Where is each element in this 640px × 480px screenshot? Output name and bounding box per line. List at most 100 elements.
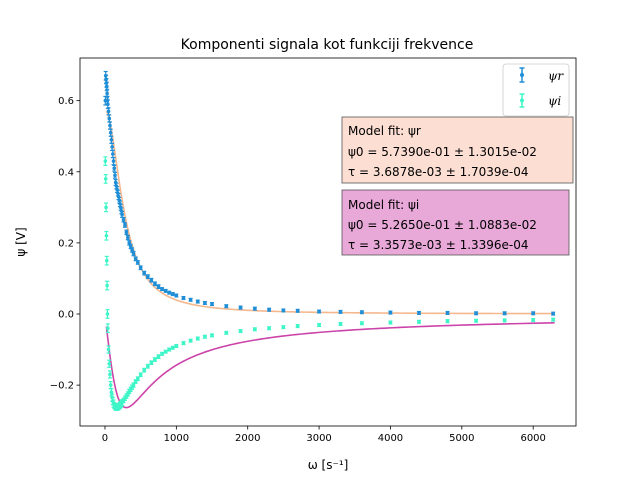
psi-i-point	[105, 309, 110, 319]
psi-r-point	[110, 149, 115, 159]
annotation-fit-r-line-3: τ = 3.6878e-03 ± 1.7039e-04	[348, 165, 529, 179]
x-tick-label: 2000	[235, 433, 260, 444]
psi-r-point	[135, 260, 140, 265]
psi-i-point	[531, 318, 536, 323]
psi-i-point	[188, 338, 193, 343]
legend-label-psi-i: ψi	[548, 94, 561, 108]
psi-i-point	[156, 354, 161, 360]
psi-i-point	[181, 341, 186, 346]
x-tick-label: 3000	[306, 433, 331, 444]
psi-r-point	[149, 277, 154, 283]
psi-i-point	[416, 319, 421, 324]
psi-r-point	[111, 156, 116, 166]
legend: ψr ψi	[502, 63, 570, 117]
psi-i-point	[138, 372, 143, 378]
psi-i-point	[142, 367, 147, 373]
psi-i-point	[108, 380, 113, 390]
psi-i-point	[107, 370, 112, 379]
x-axis-ticks: 0 1000 2000 3000 4000 5000 6000	[102, 426, 546, 444]
psi-i-point	[252, 327, 257, 332]
psi-r-point	[142, 270, 147, 276]
psi-i-point	[104, 255, 109, 266]
psi-r-point	[125, 234, 130, 241]
psi-r-point	[210, 302, 215, 307]
psi-i-point	[474, 318, 479, 323]
fit-curve-imag	[105, 322, 555, 409]
psi-r-point	[174, 293, 179, 298]
psi-i-point	[106, 345, 111, 354]
y-tick-label: 0.0	[58, 310, 74, 321]
psi-r-point	[281, 308, 286, 313]
psi-r-point	[531, 311, 536, 316]
psi-r-point	[502, 311, 507, 316]
annotation-fit-i-line-2: ψ0 = 5.2650e-01 ± 1.0883e-02	[348, 218, 537, 232]
psi-r-point	[224, 304, 229, 309]
psi-r-point	[181, 295, 186, 301]
psi-r-point	[156, 284, 161, 289]
psi-i-point	[170, 345, 175, 350]
psi-r-point	[416, 310, 421, 315]
x-tick-label: 4000	[378, 433, 403, 444]
psi-i-point	[202, 334, 207, 339]
psi-i-point	[103, 174, 108, 184]
psi-r-point	[238, 305, 243, 310]
psi-i-point	[502, 318, 507, 323]
psi-r-point	[133, 256, 138, 262]
psi-r-point	[188, 297, 193, 302]
y-axis-ticks: −0.2 0.0 0.2 0.4 0.6	[50, 96, 80, 392]
psi-i-point	[281, 325, 286, 330]
psi-r-point	[202, 300, 207, 305]
plot-area-frame	[79, 57, 577, 427]
psi-r-point	[252, 306, 257, 311]
psi-r-point	[170, 292, 175, 297]
legend-marker-psi-i	[519, 93, 525, 108]
psi-i-point	[388, 320, 393, 325]
psi-i-point	[105, 323, 110, 334]
legend-label-psi-r: ψr	[548, 69, 564, 83]
psi-i-point	[105, 280, 110, 291]
psi-i-point	[160, 351, 165, 356]
y-tick-label: 0.2	[58, 238, 74, 249]
psi-r-point	[152, 281, 157, 287]
annotation-fit-i-line-3: τ = 3.3573e-03 ± 1.3396e-04	[348, 238, 529, 252]
annotation-fit-r-line-1: Model fit: ψr	[348, 124, 421, 138]
annotation-box-fit-i-bg	[341, 189, 570, 256]
psi-r-point	[317, 309, 322, 314]
psi-i-point	[210, 333, 215, 338]
psi-r-point	[160, 287, 165, 292]
psi-r-point	[445, 310, 450, 315]
psi-r-point	[138, 265, 143, 271]
psi-r-point	[112, 171, 117, 179]
psi-i-point	[317, 323, 322, 328]
psi-r-point	[338, 309, 343, 314]
psi-i-point	[359, 321, 364, 326]
psi-r-point	[551, 311, 556, 316]
psi-r-point	[163, 288, 168, 293]
psi-i-point	[267, 326, 272, 331]
psi-r-point	[105, 99, 110, 110]
psi-r-point	[474, 311, 479, 316]
y-tick-label: −0.2	[50, 381, 74, 392]
psi-r-point	[388, 310, 393, 315]
psi-i-point	[551, 317, 556, 322]
psi-i-point	[104, 230, 109, 241]
x-tick-label: 1000	[164, 433, 189, 444]
psi-i-point	[109, 388, 114, 397]
annotation-box-fit-i: Model fit: ψi ψ0 = 5.2650e-01 ± 1.0883e-…	[341, 189, 570, 256]
psi-r-point	[122, 222, 127, 228]
x-axis-label: ω [s⁻¹]	[308, 458, 349, 472]
psi-i-point	[103, 156, 108, 166]
psi-r-point	[167, 290, 172, 295]
psi-r-point	[359, 310, 364, 315]
psi-i-point	[338, 321, 343, 326]
annotation-fit-r-line-2: ψ0 = 5.7390e-01 ± 1.3015e-02	[348, 145, 537, 159]
psi-r-point	[145, 274, 150, 280]
x-tick-label: 0	[102, 433, 108, 444]
legend-frame	[502, 63, 570, 117]
psi-i-point	[445, 319, 450, 324]
y-tick-label: 0.6	[58, 96, 74, 107]
y-axis-label: ψ [V]	[14, 227, 28, 256]
psi-i-point	[135, 376, 140, 382]
